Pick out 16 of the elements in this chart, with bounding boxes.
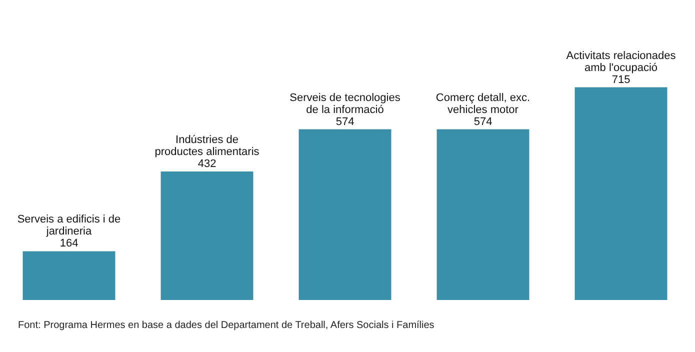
bar bbox=[436, 129, 530, 300]
bar bbox=[160, 171, 254, 300]
data-label: 574 bbox=[474, 116, 492, 128]
data-label: 164 bbox=[60, 238, 78, 250]
x-tick-label: Serveis de tecnologies de la informació bbox=[290, 92, 401, 116]
x-tick-label: Activitats relacionades amb l'ocupació bbox=[566, 50, 676, 74]
x-tick-label: Comerç detall, exc. vehicles motor bbox=[436, 92, 530, 116]
text: Font: Programa Hermes en base a dades del Departament de Treball, Afers Socials i Famílies bbox=[18, 320, 434, 331]
bar bbox=[22, 251, 116, 300]
data-label: 574 bbox=[336, 116, 354, 128]
bar bbox=[574, 87, 668, 300]
data-label: 715 bbox=[612, 74, 630, 86]
x-tick-label: Indústries de productes alimentaris bbox=[154, 134, 260, 158]
data-label: 432 bbox=[198, 158, 216, 170]
bar bbox=[298, 129, 392, 300]
x-tick-label: Serveis a edificis i de jardineria bbox=[17, 214, 121, 238]
